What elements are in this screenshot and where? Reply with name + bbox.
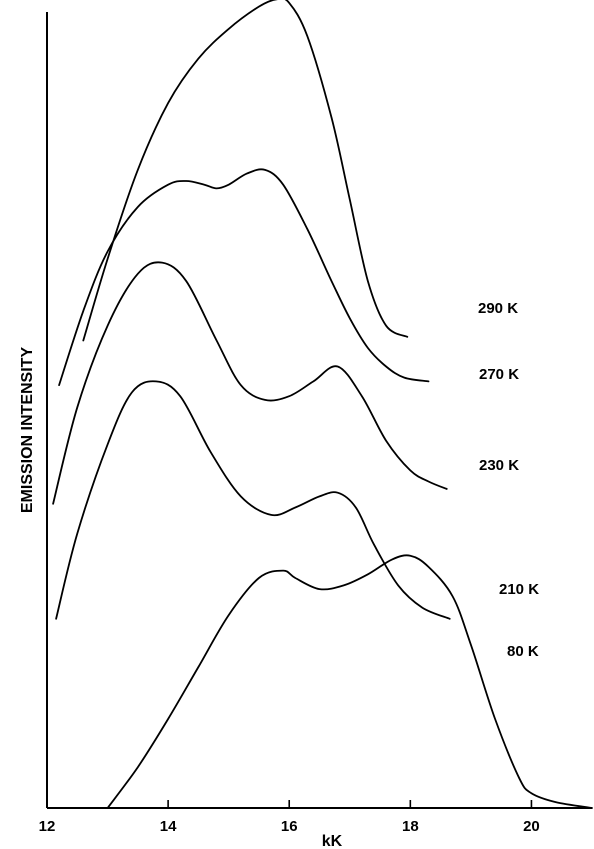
series-line-80k	[106, 554, 593, 809]
series-line-210k	[55, 380, 451, 620]
series-label: 270 K	[479, 366, 519, 383]
series-label: 230 K	[479, 457, 519, 474]
series-line-290k	[82, 0, 409, 342]
x-tick-label: 18	[402, 818, 419, 835]
series-line-270k	[58, 168, 430, 386]
plot-area	[46, 12, 592, 809]
x-tick-label: 20	[523, 818, 540, 835]
x-tick-label: 14	[160, 818, 177, 835]
y-axis-title: EMISSION INTENSITY	[19, 347, 36, 514]
series-label: 210 K	[499, 581, 539, 598]
series-label: 290 K	[478, 300, 518, 317]
x-ticks: 12 14 16 18 20	[39, 800, 540, 835]
x-tick-label: 12	[39, 818, 56, 835]
x-axis-title: kK	[322, 833, 343, 849]
series-line-230k	[52, 261, 448, 505]
series-curves	[52, 0, 593, 809]
x-tick-label: 16	[281, 818, 298, 835]
series-label: 80 K	[507, 643, 539, 660]
series-labels: 290 K 270 K 230 K 210 K 80 K	[478, 300, 539, 660]
